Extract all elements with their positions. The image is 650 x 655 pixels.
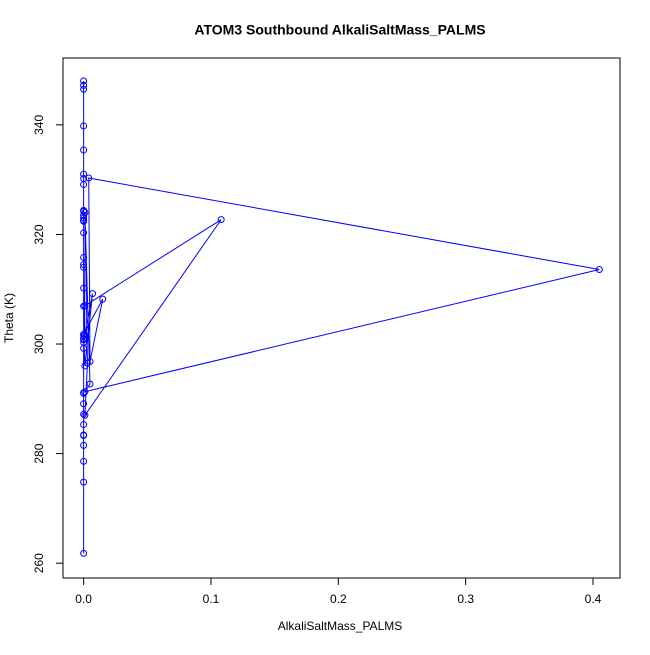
data-point [80, 410, 88, 418]
y-tick-label: 340 [32, 115, 46, 135]
data-point [80, 400, 88, 408]
data-point [81, 209, 89, 217]
data-point [80, 284, 88, 292]
data-point [80, 336, 88, 344]
data-point [99, 295, 107, 303]
series-line [83, 81, 600, 554]
y-axis-label: Theta (K) [2, 293, 16, 343]
data-point [80, 441, 88, 449]
data-point [80, 207, 88, 215]
data-point [81, 388, 89, 396]
data-point [85, 174, 93, 182]
data-point [595, 266, 603, 274]
data-point [80, 263, 88, 271]
data-point [80, 229, 88, 237]
data-point [80, 432, 88, 440]
chart-title: ATOM3 Southbound AlkaliSaltMass_PALMS [194, 22, 485, 38]
y-tick-label: 260 [32, 553, 46, 573]
data-point [80, 338, 88, 346]
x-tick-label: 0.4 [585, 592, 602, 606]
data-point [80, 217, 88, 225]
data-point [86, 380, 94, 388]
x-axis-label: AlkaliSaltMass_PALMS [278, 619, 403, 633]
data-point [80, 253, 88, 261]
data-point [89, 290, 97, 298]
data-point [80, 175, 88, 183]
data-point [80, 122, 88, 130]
y-tick-label: 280 [32, 443, 46, 463]
data-point [80, 478, 88, 486]
data-point [80, 170, 88, 178]
data-point [80, 389, 88, 397]
data-point [80, 261, 88, 269]
data-point [81, 302, 89, 310]
x-tick-label: 0.1 [203, 592, 220, 606]
data-point [83, 359, 91, 367]
y-tick-label: 320 [32, 224, 46, 244]
plot-frame [62, 57, 621, 579]
data-point [80, 85, 88, 93]
data-point [80, 549, 88, 557]
data-point [80, 77, 88, 85]
x-tick-label: 0.0 [75, 592, 92, 606]
data-point [80, 146, 88, 154]
data-point [217, 216, 225, 224]
data-point [80, 421, 88, 429]
x-tick-label: 0.3 [457, 592, 474, 606]
x-tick-label: 0.2 [330, 592, 347, 606]
data-point [80, 332, 88, 340]
data-point [80, 457, 88, 465]
data-point [80, 81, 88, 89]
data-point [81, 411, 89, 419]
y-tick-label: 300 [32, 334, 46, 354]
